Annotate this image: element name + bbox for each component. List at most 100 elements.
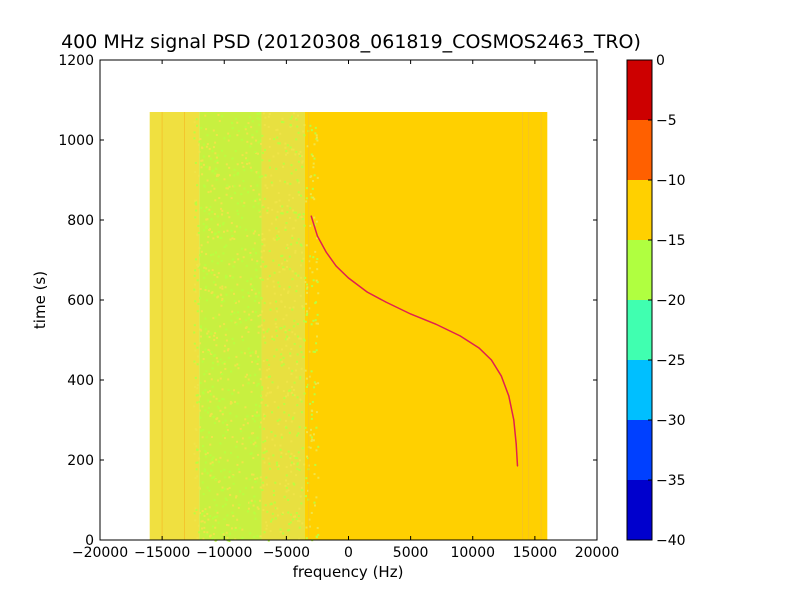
heatmap-cell: [313, 216, 316, 219]
heatmap-cell: [240, 193, 243, 196]
heatmap-cell: [266, 359, 269, 362]
heatmap-cell: [254, 292, 257, 295]
heatmap-cell: [209, 462, 212, 465]
heatmap-cell: [229, 195, 232, 198]
heatmap-cell: [217, 521, 220, 524]
heatmap-cell: [270, 174, 273, 177]
heatmap-cell: [296, 353, 299, 356]
heatmap-cell: [197, 266, 200, 269]
heatmap-cell: [298, 337, 301, 340]
heatmap-cell: [217, 231, 220, 234]
heatmap-cell: [312, 196, 315, 199]
heatmap-cell: [210, 218, 213, 221]
heatmap-cell: [217, 113, 220, 116]
heatmap-cell: [296, 404, 299, 407]
heatmap-cell: [233, 168, 236, 171]
heatmap-cell: [262, 451, 265, 454]
heatmap-cell: [258, 193, 261, 196]
heatmap-cell: [259, 535, 262, 538]
heatmap-cell: [221, 299, 224, 302]
heatmap-cell: [215, 336, 218, 339]
heatmap-cell: [296, 462, 299, 465]
heatmap-cell: [291, 227, 294, 230]
heatmap-cell: [305, 495, 308, 498]
heatmap-cell: [286, 380, 289, 383]
heatmap-cell: [214, 160, 217, 163]
heatmap-cell: [290, 470, 293, 473]
heatmap-cell: [294, 251, 297, 254]
heatmap-cell: [234, 496, 237, 499]
heatmap-cell: [251, 351, 254, 354]
heatmap-cell: [254, 517, 257, 520]
heatmap-cell: [291, 234, 294, 237]
heatmap-cell: [212, 253, 215, 256]
heatmap-cell: [206, 134, 209, 137]
heatmap-cell: [277, 237, 280, 240]
heatmap-cell: [219, 442, 222, 445]
heatmap-cell: [273, 292, 276, 295]
heatmap-cell: [206, 411, 209, 414]
heatmap-cell: [207, 235, 210, 238]
heatmap-cell: [261, 175, 264, 178]
heatmap-cell: [200, 166, 203, 169]
heatmap-cell: [256, 477, 259, 480]
heatmap-cell: [296, 179, 299, 182]
heatmap-cell: [268, 229, 271, 232]
heatmap-cell: [193, 288, 196, 291]
heatmap-cell: [300, 155, 303, 158]
heatmap-cell: [205, 206, 208, 209]
heatmap-cell: [262, 508, 265, 511]
heatmap-cell: [206, 241, 209, 244]
heatmap-cell: [196, 233, 199, 236]
heatmap-cell: [301, 489, 304, 492]
heatmap-cell: [217, 255, 220, 258]
heatmap-cell: [289, 117, 292, 120]
heatmap-cell: [261, 159, 264, 162]
heatmap-cell: [220, 470, 223, 473]
heatmap-cell: [294, 211, 297, 214]
heatmap-cell: [224, 437, 227, 440]
heatmap-cell: [298, 538, 301, 541]
heatmap-cell: [238, 184, 241, 187]
heatmap-cell: [204, 409, 207, 412]
heatmap-cell: [280, 255, 283, 258]
heatmap-cell: [203, 184, 206, 187]
heatmap-cell: [290, 243, 293, 246]
heatmap-cell: [218, 120, 221, 123]
heatmap-cell: [218, 197, 221, 200]
heatmap-cell: [276, 136, 279, 139]
heatmap-cell: [250, 318, 253, 321]
colorbar-segment: [627, 420, 652, 480]
heatmap-cell: [195, 203, 198, 206]
heatmap-cell: [209, 413, 212, 416]
heatmap-cell: [206, 208, 209, 211]
heatmap-cell: [212, 395, 215, 398]
heatmap-cell: [275, 129, 278, 132]
y-tick-label: 0: [85, 533, 94, 549]
heatmap-cell: [272, 454, 275, 457]
heatmap-cell: [219, 409, 222, 412]
heatmap-cell: [247, 122, 250, 125]
heatmap-cell: [253, 512, 256, 515]
heatmap-cell: [255, 171, 258, 174]
heatmap-cell: [220, 294, 223, 297]
heatmap-cell: [282, 121, 285, 124]
heatmap-cell: [276, 514, 279, 517]
heatmap-cell: [213, 355, 216, 358]
heatmap-cell: [284, 479, 287, 482]
heatmap-cell: [225, 163, 228, 166]
heatmap-cell: [293, 300, 296, 303]
heatmap-cell: [273, 285, 276, 288]
heatmap-cell: [282, 162, 285, 165]
heatmap-cell: [258, 291, 261, 294]
heatmap-cell: [212, 317, 215, 320]
heatmap-cell: [200, 206, 203, 209]
heatmap-band: [149, 112, 200, 540]
heatmap-cell: [305, 455, 308, 458]
heatmap-cell: [315, 449, 318, 452]
heatmap-cell: [208, 336, 211, 339]
heatmap-cell: [199, 138, 202, 141]
heatmap-band: [305, 112, 548, 540]
heatmap-cell: [249, 145, 252, 148]
heatmap-cell: [298, 426, 301, 429]
